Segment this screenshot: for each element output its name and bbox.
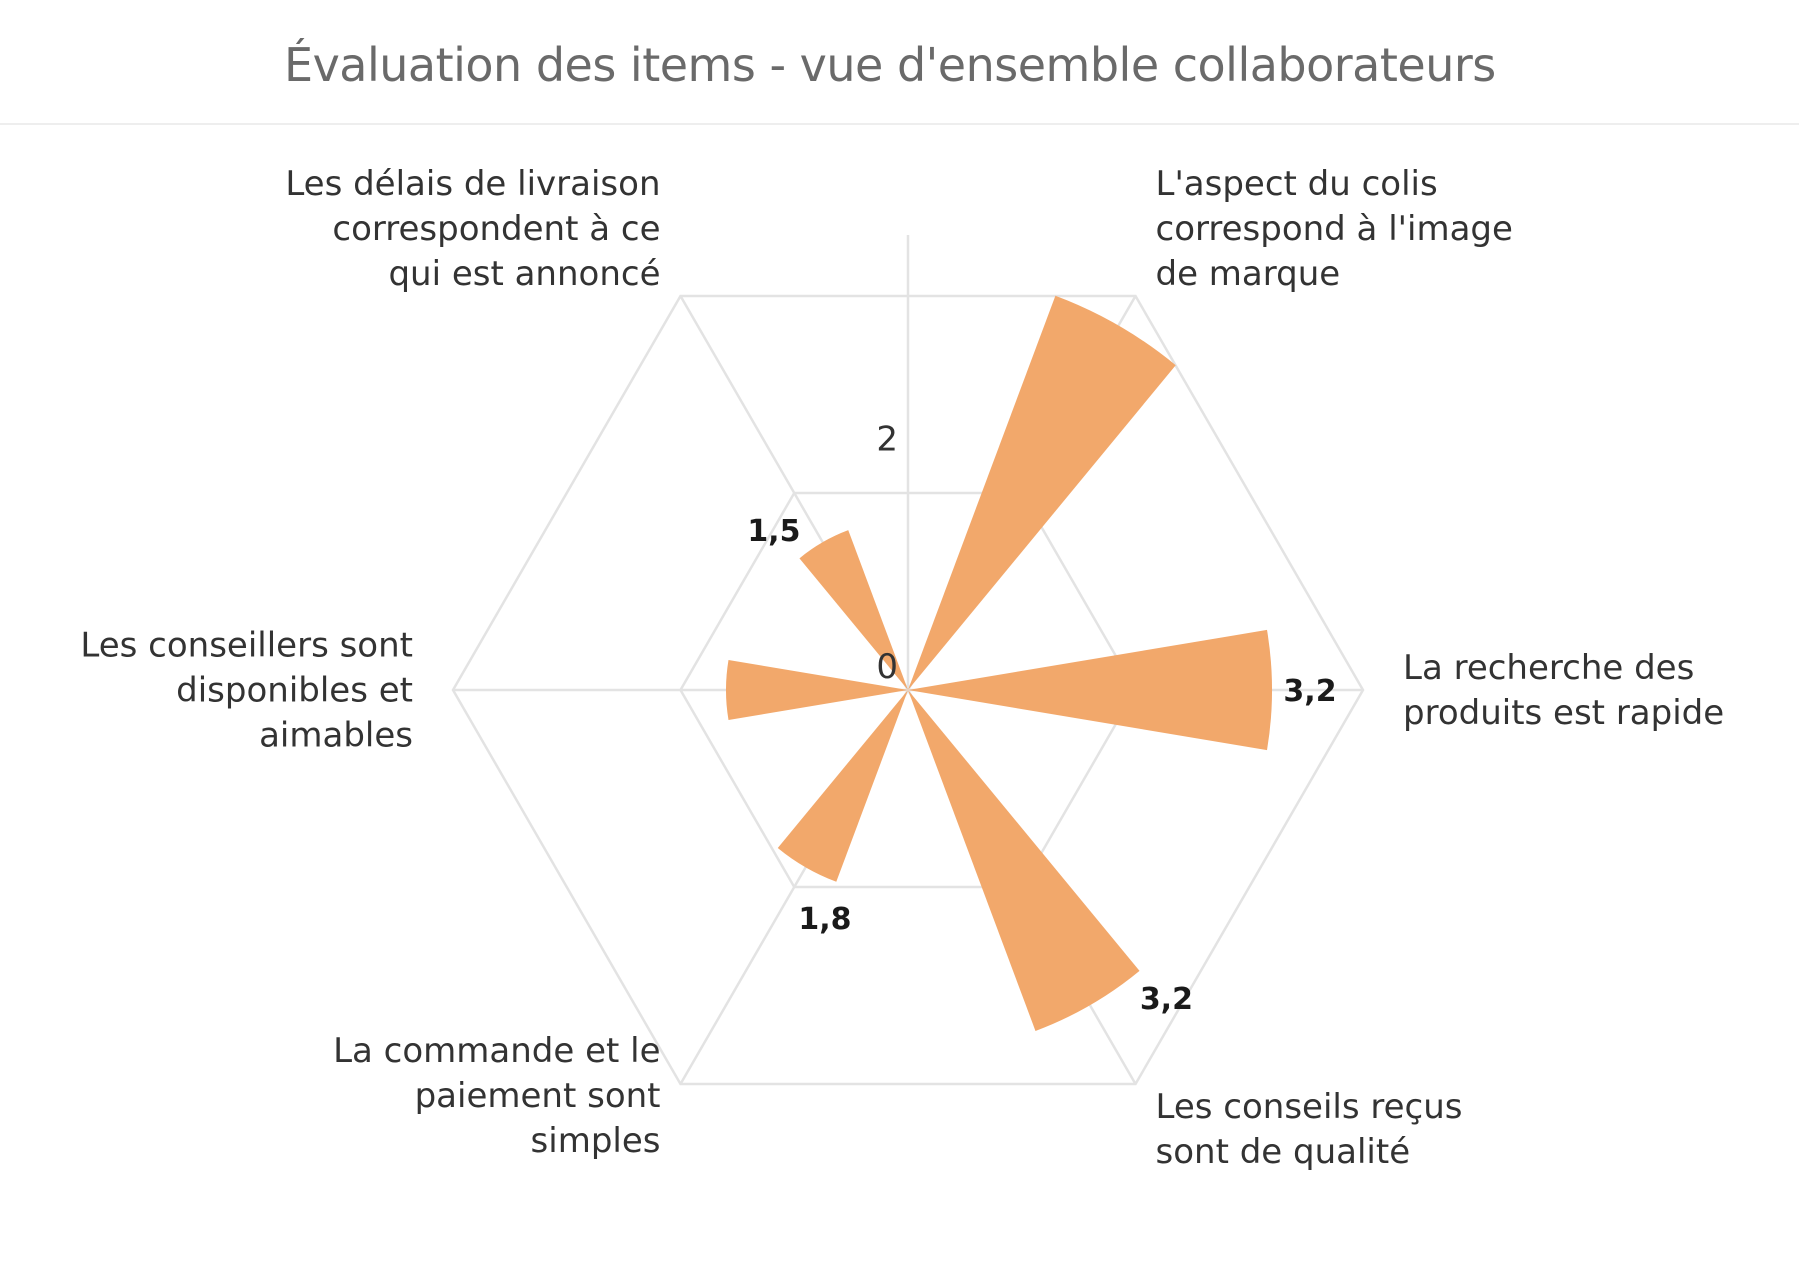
data-labels: 3,2 3,2 1,8 1,5	[747, 514, 1336, 1017]
chart-bars	[726, 295, 1272, 1031]
category-label-2: Les conseils reçus sont de qualité	[1156, 1087, 1463, 1172]
radial-tick-0: 0	[876, 647, 898, 687]
bar-2[interactable]	[908, 690, 1140, 1031]
data-label-5: 1,5	[747, 514, 800, 549]
radial-tick-labels: 02	[876, 420, 898, 688]
category-label-1: La recherche des produits est rapide	[1403, 648, 1724, 733]
chart-title: Évaluation des items - vue d'ensemble co…	[284, 38, 1496, 92]
category-label-5: Les délais de livraison correspondent à c…	[285, 164, 660, 294]
category-label-0: L'aspect du colis correspond à l'image de …	[1156, 164, 1513, 294]
title-divider	[0, 123, 1799, 125]
category-label-3: La commande et le paiement sont simples	[333, 1031, 660, 1161]
data-label-1: 3,2	[1283, 674, 1336, 709]
category-labels: L'aspect du colis correspond à l'image de …	[80, 164, 1724, 1172]
bar-3[interactable]	[777, 690, 908, 882]
bar-0[interactable]	[908, 295, 1176, 690]
data-label-3: 1,8	[798, 902, 851, 937]
category-label-4: Les conseillers sont disponibles et aimabl…	[80, 626, 413, 756]
radial-tick-2: 2	[876, 420, 898, 460]
bar-1[interactable]	[908, 629, 1272, 751]
data-label-2: 3,2	[1140, 982, 1193, 1017]
bar-5[interactable]	[799, 530, 908, 690]
bar-4[interactable]	[726, 659, 908, 721]
